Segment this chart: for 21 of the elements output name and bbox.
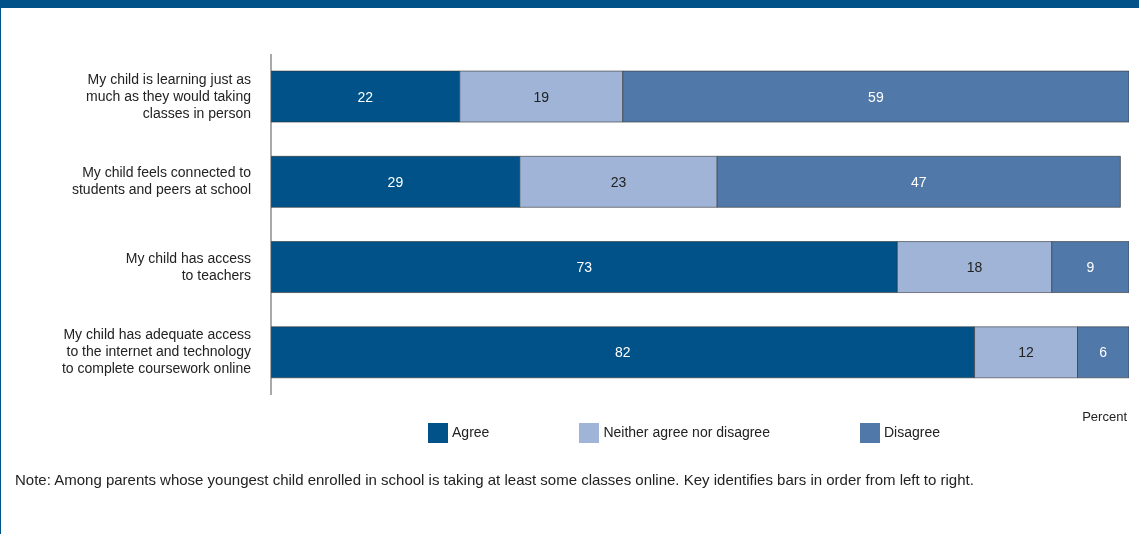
data-label: 19 <box>533 88 550 105</box>
text: Note: Among parents whose youngest child enrolled in school is taking at least some classes online. Key identifies bars in order from left to right. <box>15 470 975 490</box>
data-label: 22 <box>357 88 374 105</box>
data-label: 82 <box>614 344 631 361</box>
data-label: 6 <box>1099 344 1108 361</box>
data-label: 9 <box>1086 259 1095 276</box>
data-label: 29 <box>387 173 404 190</box>
legend-label: Agree <box>452 423 490 440</box>
y-tick-label: My child has access to teachers <box>125 249 251 283</box>
legend-label: Disagree <box>883 423 940 440</box>
data-label: 47 <box>911 173 927 190</box>
data-label: 18 <box>966 259 983 276</box>
data-label: 73 <box>576 259 593 276</box>
legend-label: Neither agree nor disagree <box>603 423 770 440</box>
y-tick-label: My child has adequate access to the internet and technology to complete coursework online <box>61 326 252 377</box>
data-label: 23 <box>610 173 627 190</box>
y-tick-label: My child feels connected to students and peers at school <box>71 164 252 198</box>
data-label: 59 <box>868 88 884 105</box>
x-axis-title: Percent <box>1082 409 1128 424</box>
data-label: 12 <box>1018 344 1035 361</box>
y-tick-label: My child is learning just as much as they would taking classes in person <box>86 70 251 121</box>
